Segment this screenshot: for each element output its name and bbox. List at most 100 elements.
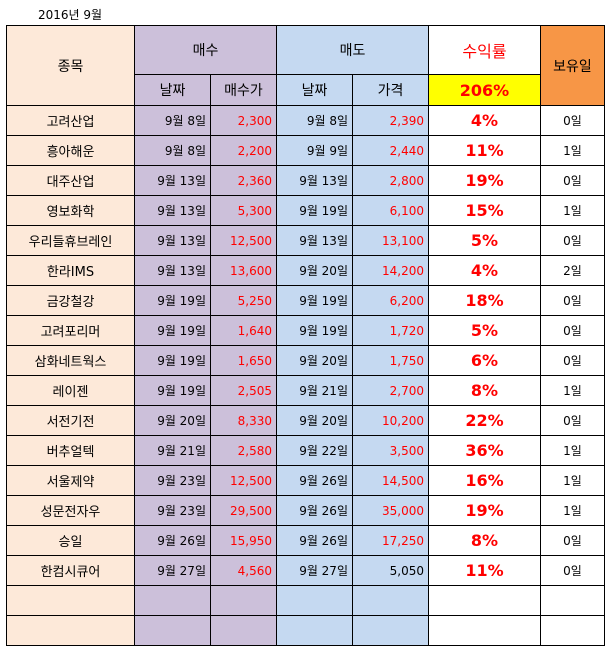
buy-date-cell: 9월 19일 [134, 285, 211, 316]
buy-price-cell: 5,250 [210, 285, 277, 316]
table-row: 레이젠 9월 19일 2,505 9월 21일 2,700 8% 1일 [6, 375, 605, 406]
holding-days-cell: 0일 [540, 555, 605, 586]
profit-rate-cell: 4% [428, 105, 541, 136]
profit-rate-cell: 11% [428, 135, 541, 166]
table-row: 한컴시큐어 9월 27일 4,560 9월 27일 5,050 11% 0일 [6, 555, 605, 586]
buy-price-cell: 4,560 [210, 555, 277, 586]
holding-days-cell: 1일 [540, 465, 605, 496]
sell-price-cell: 17,250 [352, 525, 429, 556]
sell-price-cell: 14,500 [352, 465, 429, 496]
profit-rate-cell: 36% [428, 435, 541, 466]
profit-rate-cell: 15% [428, 195, 541, 226]
holding-days-cell: 1일 [540, 375, 605, 406]
holding-days-cell: 0일 [540, 315, 605, 346]
sell-price-cell: 2,700 [352, 375, 429, 406]
stock-name-cell: 레이젠 [6, 375, 135, 406]
header-profit-rate: 수익률 [428, 25, 541, 75]
sell-price-cell: 6,200 [352, 285, 429, 316]
stock-name-cell: 성문전자우 [6, 495, 135, 526]
sell-date-cell: 9월 26일 [276, 525, 353, 556]
buy-price-cell: 1,640 [210, 315, 277, 346]
holding-days-cell: 0일 [540, 105, 605, 136]
holding-days-cell: 1일 [540, 135, 605, 166]
header-row-sub: 날짜 매수가 날짜 가격 206% [7, 74, 605, 106]
buy-date-cell: 9월 19일 [134, 345, 211, 376]
holding-days-cell: 2일 [540, 255, 605, 286]
profit-rate-cell: 22% [428, 405, 541, 436]
buy-date-cell: 9월 21일 [134, 435, 211, 466]
table-row [6, 585, 605, 616]
buy-price-cell [210, 585, 277, 616]
header-buy-date: 날짜 [134, 74, 211, 106]
header-stock-name: 종목 [6, 25, 135, 106]
profit-rate-cell [428, 585, 541, 616]
sell-date-cell: 9월 8일 [276, 105, 353, 136]
buy-price-cell: 13,600 [210, 255, 277, 286]
sell-price-cell: 2,390 [352, 105, 429, 136]
table-row: 승일 9월 26일 15,950 9월 26일 17,250 8% 0일 [6, 525, 605, 556]
buy-price-cell: 15,950 [210, 525, 277, 556]
stock-name-cell: 한컴시큐어 [6, 555, 135, 586]
holding-days-cell: 1일 [540, 435, 605, 466]
buy-date-cell: 9월 19일 [134, 315, 211, 346]
buy-price-cell: 1,650 [210, 345, 277, 376]
header-sell-date: 날짜 [276, 74, 353, 106]
profit-rate-cell: 16% [428, 465, 541, 496]
buy-date-cell: 9월 20일 [134, 405, 211, 436]
profit-rate-cell: 8% [428, 375, 541, 406]
table-row: 고려산업 9월 8일 2,300 9월 8일 2,390 4% 0일 [6, 105, 605, 136]
header-holding-days: 보유일 [540, 25, 605, 106]
sell-price-cell: 10,200 [352, 405, 429, 436]
profit-rate-cell: 4% [428, 255, 541, 286]
profit-rate-cell: 5% [428, 315, 541, 346]
table-row: 금강철강 9월 19일 5,250 9월 19일 6,200 18% 0일 [6, 285, 605, 316]
stock-name-cell: 우리들휴브레인 [6, 225, 135, 256]
sell-date-cell: 9월 9일 [276, 135, 353, 166]
header-sell: 매도 [276, 25, 429, 75]
buy-date-cell: 9월 8일 [134, 135, 211, 166]
table-row: 한라IMS 9월 13일 13,600 9월 20일 14,200 4% 2일 [6, 255, 605, 286]
holding-days-cell: 0일 [540, 525, 605, 556]
stock-name-cell [6, 585, 135, 616]
stock-name-cell: 승일 [6, 525, 135, 556]
stock-name-cell: 대주산업 [6, 165, 135, 196]
holding-days-cell: 1일 [540, 495, 605, 526]
buy-date-cell: 9월 23일 [134, 495, 211, 526]
buy-date-cell: 9월 8일 [134, 105, 211, 136]
stock-name-cell: 금강철강 [6, 285, 135, 316]
header-buy: 매수 [134, 25, 277, 75]
sell-date-cell: 9월 13일 [276, 225, 353, 256]
buy-date-cell: 9월 13일 [134, 255, 211, 286]
sell-date-cell: 9월 19일 [276, 285, 353, 316]
table-row: 영보화학 9월 13일 5,300 9월 19일 6,100 15% 1일 [6, 195, 605, 226]
holding-days-cell: 1일 [540, 195, 605, 226]
stock-name-cell: 영보화학 [6, 195, 135, 226]
sell-date-cell: 9월 20일 [276, 345, 353, 376]
sell-date-cell: 9월 22일 [276, 435, 353, 466]
stock-name-cell: 삼화네트웍스 [6, 345, 135, 376]
trade-table: 종목 매수 매도 수익률 보유일 날짜 매수가 날짜 가격 206% 고려산업 9… [6, 25, 605, 646]
holding-days-cell: 0일 [540, 165, 605, 196]
holding-days-cell: 0일 [540, 405, 605, 436]
profit-rate-cell: 19% [428, 495, 541, 526]
profit-rate-cell: 6% [428, 345, 541, 376]
holding-days-cell: 0일 [540, 285, 605, 316]
buy-date-cell: 9월 26일 [134, 525, 211, 556]
profit-rate-cell: 8% [428, 525, 541, 556]
sell-price-cell: 13,100 [352, 225, 429, 256]
stock-name-cell [6, 615, 135, 646]
table-row: 삼화네트웍스 9월 19일 1,650 9월 20일 1,750 6% 0일 [6, 345, 605, 376]
table-row: 대주산업 9월 13일 2,360 9월 13일 2,800 19% 0일 [6, 165, 605, 196]
buy-price-cell: 12,500 [210, 225, 277, 256]
stock-name-cell: 흥아해운 [6, 135, 135, 166]
buy-price-cell: 2,505 [210, 375, 277, 406]
table-row: 서울제약 9월 23일 12,500 9월 26일 14,500 16% 1일 [6, 465, 605, 496]
sell-price-cell: 5,050 [352, 555, 429, 586]
sell-price-cell: 3,500 [352, 435, 429, 466]
buy-date-cell: 9월 13일 [134, 225, 211, 256]
buy-price-cell: 8,330 [210, 405, 277, 436]
buy-price-cell: 2,360 [210, 165, 277, 196]
stock-name-cell: 서전기전 [6, 405, 135, 436]
buy-date-cell [134, 585, 211, 616]
sell-date-cell: 9월 21일 [276, 375, 353, 406]
